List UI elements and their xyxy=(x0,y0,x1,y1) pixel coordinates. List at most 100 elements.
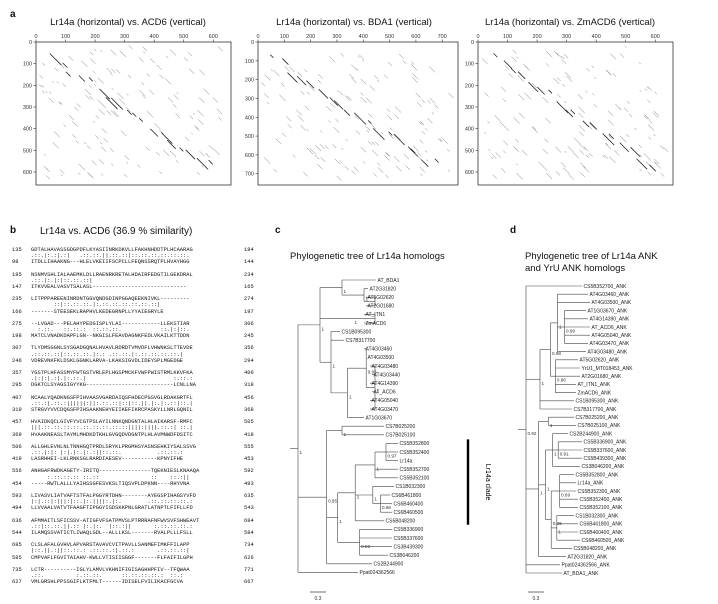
dot-segment xyxy=(638,61,641,65)
dot-segment xyxy=(383,74,388,79)
dot-segment xyxy=(411,61,415,65)
dot-segment xyxy=(562,83,566,87)
alignment-match-line: :.::.::.:: ::.:: :: ::.:|| xyxy=(31,474,190,481)
y-tick-label: 100 xyxy=(23,62,32,68)
support-value: 1 xyxy=(559,324,562,329)
dot-segment xyxy=(203,88,210,95)
dotplot-3-title: Lr14a (horizontal) vs. ZmACD6 (vertical) xyxy=(485,17,655,28)
dot-segment xyxy=(512,49,517,54)
dot-segment xyxy=(75,140,79,144)
dot-segment xyxy=(563,167,570,174)
dot-segment xyxy=(124,154,130,160)
dot-segment xyxy=(196,157,209,170)
dot-segment xyxy=(95,135,99,140)
support-value: 1 xyxy=(300,450,303,455)
dot-segment xyxy=(78,75,86,82)
dot-segment xyxy=(427,100,431,104)
dot-segment xyxy=(159,171,162,174)
dot-segment xyxy=(119,50,127,58)
dot-segment xyxy=(68,55,74,62)
tree-leaf-label: CS5B048200 xyxy=(386,519,416,525)
dot-segment xyxy=(315,145,322,152)
dot-segment xyxy=(185,149,196,160)
dot-segment xyxy=(172,104,177,108)
dot-segment xyxy=(607,110,614,117)
x-tick-label: 300 xyxy=(562,34,571,40)
dot-segment xyxy=(39,84,43,88)
dot-segment xyxy=(421,99,426,103)
support-value: 0.69 xyxy=(561,493,570,498)
tree-leaf-label: CS5B352700 xyxy=(400,467,430,473)
panel-d-letter: d xyxy=(510,225,517,236)
dot-segment xyxy=(428,66,436,73)
tree-leaf-label: CS5B352100_ANK xyxy=(580,505,623,511)
alignment-bottom-start: 147 xyxy=(12,283,22,290)
alignment-bottom-seq: VDREVNKFKLDSKLGGNKLARVA-LKAKSIGVDLIDEYSP… xyxy=(31,357,184,364)
alignment-match-line: .::.|:.:|.:| .::.::.||.::.::|::.::.::.::… xyxy=(31,253,190,260)
dot-segment xyxy=(127,74,132,79)
dot-segment xyxy=(351,170,356,175)
alignment-bottom-end: 493 xyxy=(244,480,254,487)
alignment-match-line: .::.|:.|:|::.::.::| xyxy=(31,277,187,284)
dot-segment xyxy=(636,158,648,170)
support-value: 0.86 xyxy=(382,505,391,510)
alignment-top-seq: HVAIDKQCLGIVFYVCGTPSLAYILNNKQNDGNTALHLAI… xyxy=(31,419,193,426)
dotplot-frame xyxy=(257,41,459,186)
dot-segment xyxy=(626,100,630,104)
support-value: 1 xyxy=(374,497,377,502)
dot-segment xyxy=(643,153,651,160)
dot-segment xyxy=(546,51,553,58)
dot-segment xyxy=(415,92,421,98)
tree-leaf-label: CS1B032300 xyxy=(396,484,426,490)
dot-segment xyxy=(359,54,365,60)
dot-segment xyxy=(360,96,367,104)
dot-segment xyxy=(431,112,435,115)
tree-leaf-label: CS5B439300_ANK xyxy=(584,456,627,462)
tree-leaf-label: AT4G03460 xyxy=(366,347,393,353)
x-tick-label: 200 xyxy=(306,34,315,40)
x-tick-label: 200 xyxy=(90,34,99,40)
dot-segment xyxy=(199,69,206,76)
tree-leaf-label: AT4G03480 xyxy=(372,364,399,370)
dot-segment xyxy=(351,64,357,71)
x-tick-label: 0 xyxy=(476,34,479,40)
x-tick-label: 200 xyxy=(532,34,541,40)
dot-segment xyxy=(297,115,304,122)
alignment-bottom-seq: -------STEESEKLRAPHVLKEDEGRNPLLYYAIEGRYL… xyxy=(31,308,164,315)
dot-segment xyxy=(579,149,585,155)
tree-leaf-label: CS7B317700_ANK xyxy=(574,407,617,413)
dot-segment xyxy=(52,142,59,149)
dot-segment xyxy=(402,60,407,65)
tree-leaf-label: CS3B046200_ANK xyxy=(582,464,625,470)
alignment-match-line: .::|::.::.||.:: |:.|:. |::.:|| :.::.::.:… xyxy=(31,523,193,530)
tree-leaf-label: AT_ACD6 xyxy=(374,390,396,396)
panel-c-letter: c xyxy=(275,225,281,236)
dot-segment xyxy=(410,63,418,71)
x-tick-label: 500 xyxy=(621,34,630,40)
dot-segment xyxy=(150,128,159,137)
dot-segment xyxy=(583,166,590,173)
tree-leaf-label: AT2G31820_ANK xyxy=(568,554,608,560)
dot-segment xyxy=(388,131,393,136)
dot-segment xyxy=(208,144,214,150)
alignment-top-end: 592 xyxy=(244,468,254,475)
dot-segment xyxy=(160,132,173,144)
dot-segment xyxy=(292,154,296,158)
dot-segment xyxy=(605,142,609,146)
dot-segment xyxy=(491,154,497,159)
dot-segment xyxy=(556,77,561,82)
dot-segment xyxy=(69,115,74,121)
dot-segment xyxy=(197,109,204,117)
alignment-bottom-seq: ITDLLIHAAKNG---HLELVKEIIFSCPCLLFEQNSSRQT… xyxy=(31,259,190,266)
dot-segment xyxy=(420,121,424,125)
dot-segment xyxy=(149,89,155,95)
clade-label: Lr14a clade xyxy=(484,464,491,501)
x-tick-label: 0 xyxy=(256,34,259,40)
tree-leaf-label: CS6B460400 xyxy=(394,501,424,507)
dot-segment xyxy=(92,70,96,74)
dot-segment xyxy=(553,50,559,56)
dotplot-1-title: Lr14a (horizontal) vs. ACD6 (vertical) xyxy=(50,17,206,28)
dot-segment xyxy=(565,109,574,118)
dot-segment xyxy=(561,59,567,64)
dot-segment xyxy=(319,144,325,150)
